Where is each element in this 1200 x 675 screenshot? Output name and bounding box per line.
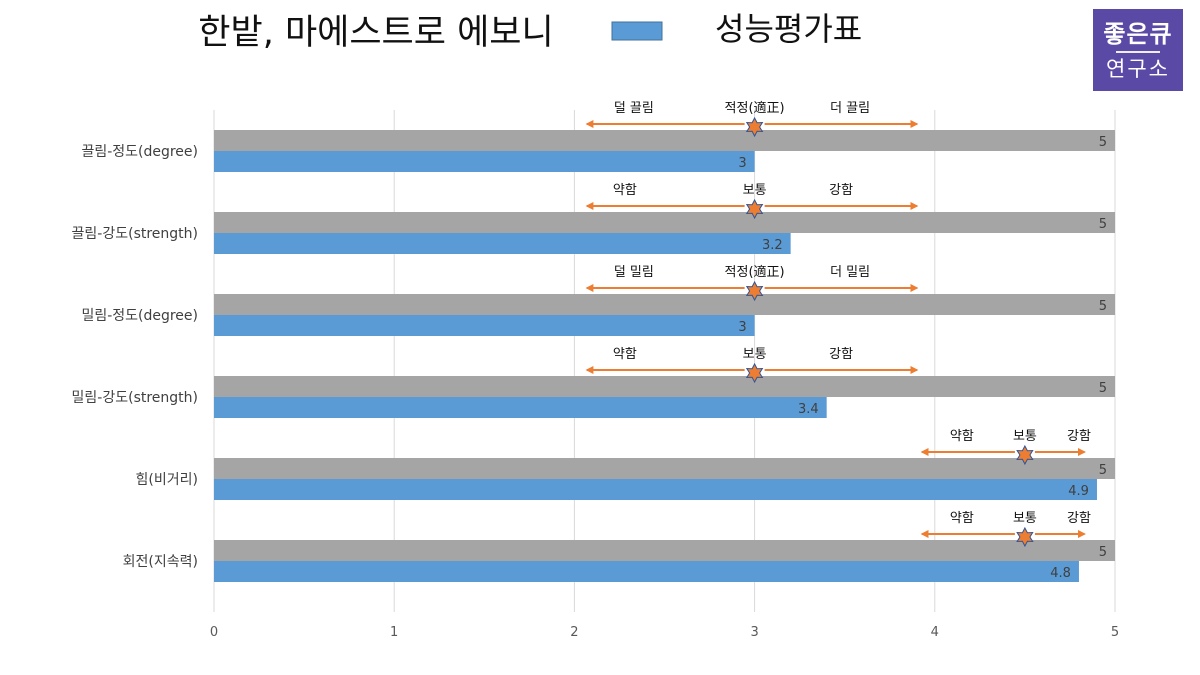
scale-label-left: 약함 bbox=[613, 183, 637, 198]
star-marker bbox=[745, 198, 764, 220]
legend-label: 성능평가표 bbox=[715, 10, 862, 48]
scale-label-right: 강함 bbox=[1067, 429, 1091, 444]
bar-max-label: 5 bbox=[1099, 299, 1107, 314]
bar-score bbox=[214, 479, 1097, 500]
x-tick-label: 2 bbox=[570, 625, 578, 640]
bar-score-label: 3.2 bbox=[762, 238, 783, 253]
chart-title: 한밭, 마에스트로 에보니 bbox=[198, 13, 553, 53]
scale-label-center: 보통 bbox=[743, 347, 767, 362]
bar-max-label: 5 bbox=[1099, 135, 1107, 150]
bar-score-label: 3 bbox=[738, 320, 746, 335]
scale-label-center: 보통 bbox=[743, 183, 767, 198]
scale-label-center: 적정(適正) bbox=[725, 264, 785, 280]
scale-label-left: 약함 bbox=[950, 511, 974, 526]
scale-label-right: 더 밀림 bbox=[830, 265, 870, 280]
bar-max bbox=[214, 458, 1115, 479]
bar-score-label: 4.8 bbox=[1050, 566, 1071, 581]
scale-label-left: 덜 밀림 bbox=[614, 265, 654, 280]
bar-max bbox=[214, 540, 1115, 561]
category-label: 힘(비거리) bbox=[136, 472, 198, 488]
scale-label-right: 강함 bbox=[829, 347, 853, 362]
bar-max-label: 5 bbox=[1099, 463, 1107, 478]
star-marker bbox=[1016, 526, 1034, 548]
x-tick-label: 3 bbox=[750, 625, 758, 640]
legend-swatch bbox=[611, 21, 663, 41]
scale-label-right: 강함 bbox=[829, 183, 853, 198]
bar-score bbox=[214, 315, 755, 336]
bar-score bbox=[214, 561, 1079, 582]
gridlines bbox=[213, 110, 1116, 612]
x-tick-label: 1 bbox=[390, 625, 398, 640]
category-label: 끌림-강도(strength) bbox=[72, 226, 198, 242]
category-label: 회전(지속력) bbox=[123, 554, 198, 570]
category-label: 밀림-정도(degree) bbox=[81, 308, 198, 324]
bar-score-label: 4.9 bbox=[1068, 484, 1089, 499]
bar-max-label: 5 bbox=[1099, 217, 1107, 232]
star-marker bbox=[745, 362, 764, 384]
scale-label-center: 적정(適正) bbox=[725, 100, 785, 116]
brand-divider bbox=[1116, 50, 1160, 53]
bar-max-label: 5 bbox=[1099, 381, 1107, 396]
x-tick-label: 5 bbox=[1111, 625, 1119, 640]
brand-logo: 좋은큐 연구소 bbox=[1093, 9, 1183, 91]
x-tick-label: 0 bbox=[210, 625, 218, 640]
category-label: 끌림-정도(degree) bbox=[81, 144, 198, 160]
scale-label-right: 더 끌림 bbox=[830, 101, 870, 116]
star-marker bbox=[745, 116, 764, 138]
scale-label-left: 약함 bbox=[950, 429, 974, 444]
category-label: 밀림-강도(strength) bbox=[72, 390, 198, 406]
bar-max-label: 5 bbox=[1099, 545, 1107, 560]
bar-max bbox=[214, 212, 1115, 233]
scale-label-left: 약함 bbox=[613, 347, 637, 362]
bar-max bbox=[214, 294, 1115, 315]
bar-score bbox=[214, 233, 791, 254]
brand-line-2: 연구소 bbox=[1106, 56, 1170, 81]
x-tick-labels: 0 1 2 3 4 5 bbox=[210, 625, 1119, 640]
scale-label-center: 보통 bbox=[1013, 429, 1037, 444]
brand-line-1: 좋은큐 bbox=[1103, 19, 1173, 48]
scale-label-left: 덜 끌림 bbox=[614, 101, 654, 116]
star-marker bbox=[1016, 444, 1034, 466]
bar-score bbox=[214, 151, 755, 172]
bar-max bbox=[214, 376, 1115, 397]
bars: 5 3 5 3.2 5 3 5 3.4 5 4.9 5 4.8 bbox=[214, 130, 1115, 582]
category-labels: 끌림-정도(degree) 끌림-강도(strength) 밀림-정도(degree… bbox=[72, 144, 198, 570]
bar-score bbox=[214, 397, 827, 418]
star-marker bbox=[745, 280, 764, 302]
x-tick-label: 4 bbox=[931, 625, 939, 640]
bar-score-label: 3.4 bbox=[798, 402, 819, 417]
scale-label-center: 보통 bbox=[1013, 511, 1037, 526]
bar-max bbox=[214, 130, 1115, 151]
scale-label-right: 강함 bbox=[1067, 511, 1091, 526]
bar-score-label: 3 bbox=[738, 156, 746, 171]
